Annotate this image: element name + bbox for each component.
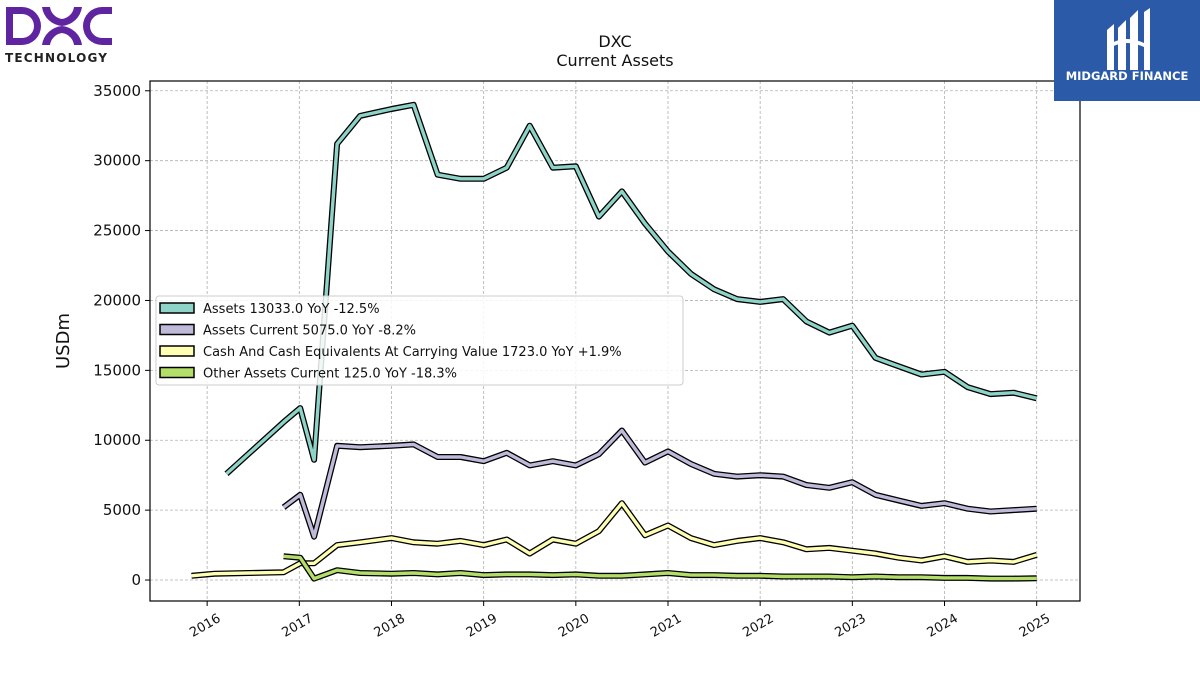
y-tick-label: 0 [131,571,141,589]
x-tick-label: 2021 [648,611,684,641]
y-tick-label: 15000 [93,361,141,379]
midgard-finance-logo: MIDGARD FINANCE [1054,0,1200,101]
y-tick-label: 5000 [103,501,141,519]
x-tick-label: 2016 [187,611,223,641]
x-tick-label: 2022 [740,611,776,641]
plot-frame [149,80,1081,602]
x-tick-label: 2023 [833,611,869,641]
legend-swatch-0 [159,302,195,314]
y-tick-label: 25000 [93,222,141,240]
y-tick-label: 10000 [93,431,141,449]
y-tick-label: 35000 [93,82,141,100]
legend-swatch-1 [159,323,195,336]
chart-subtitle: Current Assets [556,51,674,70]
right-logo-text: MIDGARD FINANCE [1066,69,1189,83]
legend-box [155,295,684,386]
legend-label-3: Other Assets Current 125.0 YoY -18.3% [203,367,457,382]
x-tick-label: 2018 [372,611,408,641]
chart-title-block: DXC Current Assets [515,32,715,70]
legend-swatch-2 [159,345,195,357]
legend-label-2: Cash And Cash Equivalents At Carrying Va… [203,345,622,360]
y-tick-label: 20000 [93,291,141,309]
legend-swatch-3 [159,366,195,379]
series-line-3 [283,554,1037,581]
y-tick-label: 30000 [93,152,141,170]
midgard-emblem-icon [1107,8,1150,70]
x-tick-label: 2019 [464,611,500,641]
left-logo-text: TECHNOLOGY [5,51,108,65]
series-line-2 [191,501,1038,578]
legend-label-0: Assets 13033.0 YoY -12.5% [203,302,380,317]
x-tick-label: 2020 [556,611,592,641]
dxc-technology-logo: TECHNOLOGY [4,4,116,66]
x-tick-label: 2017 [279,611,315,641]
series-outline-0 [224,101,1038,477]
chart-title: DXC [598,32,632,51]
x-tick-label: 2024 [925,611,961,641]
legend: Assets 13033.0 YoY -12.5% Assets Current … [155,295,684,386]
y-axis-label: USDm [53,313,74,369]
x-tick-label: 2025 [1017,611,1053,641]
series-line-1 [282,428,1037,539]
series-line-0 [225,103,1038,476]
legend-label-1: Assets Current 5075.0 YoY -8.2% [203,324,416,339]
